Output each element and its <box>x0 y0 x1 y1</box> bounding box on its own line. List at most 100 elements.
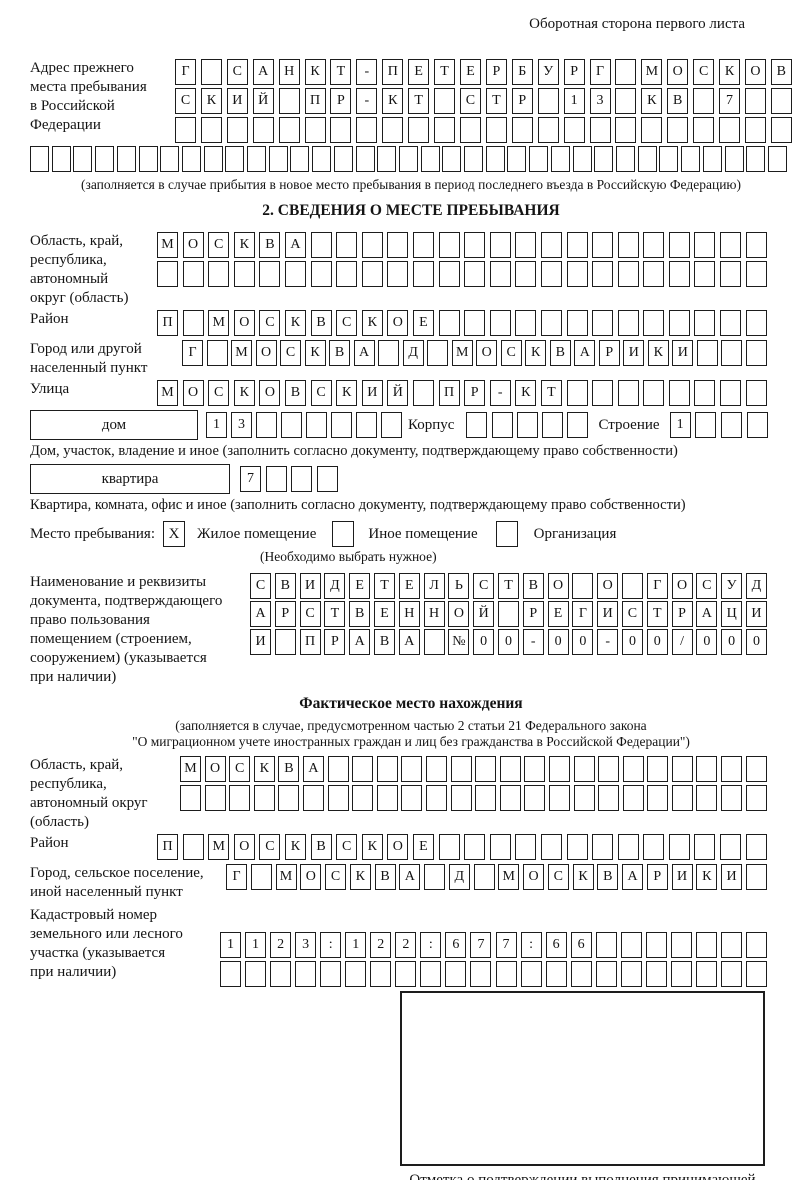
char-box[interactable] <box>598 756 620 782</box>
char-box[interactable]: Д <box>402 340 424 366</box>
char-box[interactable]: М <box>231 340 253 366</box>
char-box[interactable]: Г <box>182 340 203 366</box>
char-box[interactable]: О <box>667 59 689 85</box>
char-box[interactable] <box>485 117 507 143</box>
char-box[interactable] <box>720 261 742 287</box>
char-box[interactable] <box>647 785 669 811</box>
char-box[interactable]: Й <box>473 601 495 627</box>
char-box[interactable] <box>116 146 136 172</box>
char-box[interactable]: К <box>284 834 306 860</box>
char-box[interactable] <box>408 117 430 143</box>
char-box[interactable]: 1 <box>245 932 267 958</box>
char-box[interactable] <box>566 232 588 258</box>
char-box[interactable]: А <box>353 340 375 366</box>
char-box[interactable] <box>668 380 690 406</box>
char-box[interactable] <box>466 412 488 438</box>
char-box[interactable] <box>336 261 358 287</box>
char-box[interactable]: Ц <box>721 601 743 627</box>
char-box[interactable] <box>615 88 637 114</box>
char-box[interactable]: : <box>420 932 442 958</box>
char-box[interactable] <box>247 146 267 172</box>
char-box[interactable] <box>208 261 230 287</box>
char-box[interactable] <box>720 310 742 336</box>
char-box[interactable]: С <box>310 380 332 406</box>
char-box[interactable] <box>51 146 71 172</box>
char-box[interactable]: К <box>233 380 255 406</box>
char-box[interactable] <box>645 961 667 987</box>
char-box[interactable]: 0 <box>696 629 718 655</box>
char-box[interactable]: Г <box>226 864 247 890</box>
char-box[interactable]: К <box>361 310 383 336</box>
char-box[interactable] <box>592 261 614 287</box>
char-box[interactable]: 7 <box>470 932 492 958</box>
char-box[interactable]: У <box>537 59 559 85</box>
char-box[interactable] <box>200 59 222 85</box>
char-box[interactable] <box>681 146 701 172</box>
char-box[interactable] <box>295 961 317 987</box>
char-box[interactable] <box>464 261 486 287</box>
char-box[interactable] <box>438 261 460 287</box>
char-box[interactable]: К <box>253 756 275 782</box>
char-box[interactable] <box>412 380 434 406</box>
char-box[interactable]: В <box>522 573 544 599</box>
char-box[interactable] <box>520 961 542 987</box>
char-box[interactable] <box>464 146 484 172</box>
char-box[interactable] <box>281 412 302 438</box>
char-box[interactable]: 2 <box>370 932 392 958</box>
char-box[interactable] <box>721 756 743 782</box>
char-box[interactable]: И <box>623 340 645 366</box>
char-box[interactable]: 7 <box>719 88 741 114</box>
char-box[interactable] <box>572 146 592 172</box>
char-box[interactable] <box>225 146 245 172</box>
char-box[interactable]: О <box>233 310 255 336</box>
char-box[interactable]: В <box>374 864 396 890</box>
char-box[interactable]: К <box>336 380 358 406</box>
char-box[interactable]: Р <box>330 88 352 114</box>
char-box[interactable]: И <box>721 864 742 890</box>
char-box[interactable] <box>566 261 588 287</box>
char-box[interactable]: Е <box>349 573 371 599</box>
char-box[interactable]: В <box>373 629 395 655</box>
char-box[interactable] <box>566 834 588 860</box>
char-box[interactable] <box>507 146 527 172</box>
char-box[interactable]: А <box>574 340 596 366</box>
char-box[interactable] <box>724 146 744 172</box>
char-box[interactable] <box>721 340 743 366</box>
char-box[interactable] <box>516 412 538 438</box>
char-box[interactable]: С <box>325 864 346 890</box>
char-box[interactable]: Р <box>598 340 620 366</box>
char-box[interactable]: Е <box>373 601 395 627</box>
char-box[interactable] <box>245 961 267 987</box>
char-box[interactable]: К <box>304 340 326 366</box>
char-box[interactable] <box>659 146 679 172</box>
char-box[interactable]: С <box>696 573 718 599</box>
char-box[interactable] <box>497 601 519 627</box>
char-box[interactable] <box>694 834 716 860</box>
char-box[interactable]: - <box>356 59 378 85</box>
char-box[interactable] <box>475 785 497 811</box>
char-box[interactable] <box>423 629 445 655</box>
char-box[interactable] <box>643 310 665 336</box>
char-box[interactable]: С <box>459 88 481 114</box>
char-box[interactable] <box>464 232 486 258</box>
char-box[interactable]: 3 <box>295 932 317 958</box>
char-box[interactable]: К <box>641 88 663 114</box>
char-box[interactable] <box>302 785 324 811</box>
char-box[interactable]: О <box>204 756 226 782</box>
char-box[interactable] <box>746 412 768 438</box>
char-box[interactable]: А <box>398 629 420 655</box>
char-box[interactable]: : <box>320 932 342 958</box>
char-box[interactable]: 3 <box>589 88 611 114</box>
char-box[interactable]: В <box>770 59 792 85</box>
char-box[interactable]: Г <box>175 59 196 85</box>
char-box[interactable]: У <box>721 573 743 599</box>
char-box[interactable] <box>424 864 445 890</box>
char-box[interactable]: С <box>299 601 321 627</box>
char-box[interactable] <box>667 117 689 143</box>
char-box[interactable]: 7 <box>495 932 517 958</box>
char-box[interactable]: К <box>647 340 669 366</box>
char-box[interactable] <box>595 932 617 958</box>
char-box[interactable] <box>641 117 663 143</box>
char-box[interactable] <box>615 59 637 85</box>
char-box[interactable] <box>694 232 716 258</box>
